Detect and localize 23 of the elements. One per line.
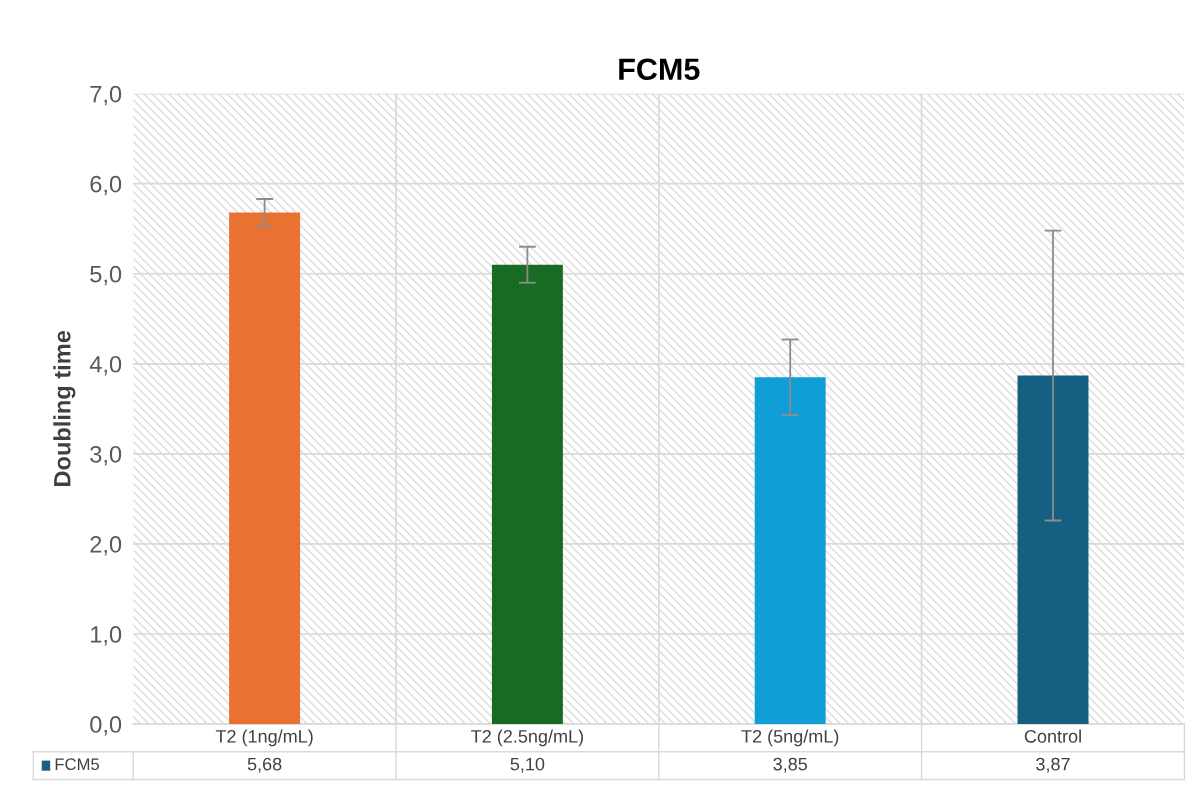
y-tick-label: 6,0	[90, 175, 122, 196]
chart-title: FCM5	[619, 58, 700, 81]
y-axis-title: Doubling time	[53, 330, 76, 486]
legend-label: FCM5	[55, 758, 100, 771]
x-tick-label: T2 (2.5ng/mL)	[471, 729, 583, 747]
y-tick-label: 5,0	[90, 265, 122, 286]
data-label: 3,85	[773, 757, 808, 773]
y-tick-label: 1,0	[91, 626, 122, 646]
x-tick-label: Control	[1024, 729, 1081, 743]
data-label: 5,10	[510, 757, 545, 773]
bar	[754, 377, 826, 725]
bar	[229, 212, 301, 725]
data-label: 5,68	[247, 757, 282, 773]
x-tick-label: T2 (1ng/mL)	[215, 729, 313, 747]
x-tick-label: T2 (5ng/mL)	[741, 729, 839, 747]
y-tick-label: 4,0	[89, 355, 122, 376]
y-tick-label: 3,0	[90, 445, 122, 466]
bar	[1017, 375, 1089, 725]
bar	[491, 264, 563, 725]
y-tick-label: 0,0	[90, 716, 122, 736]
y-tick-label: 7,0	[90, 85, 122, 106]
y-tick-label: 2,0	[90, 536, 122, 556]
data-label: 3,87	[1036, 757, 1070, 773]
